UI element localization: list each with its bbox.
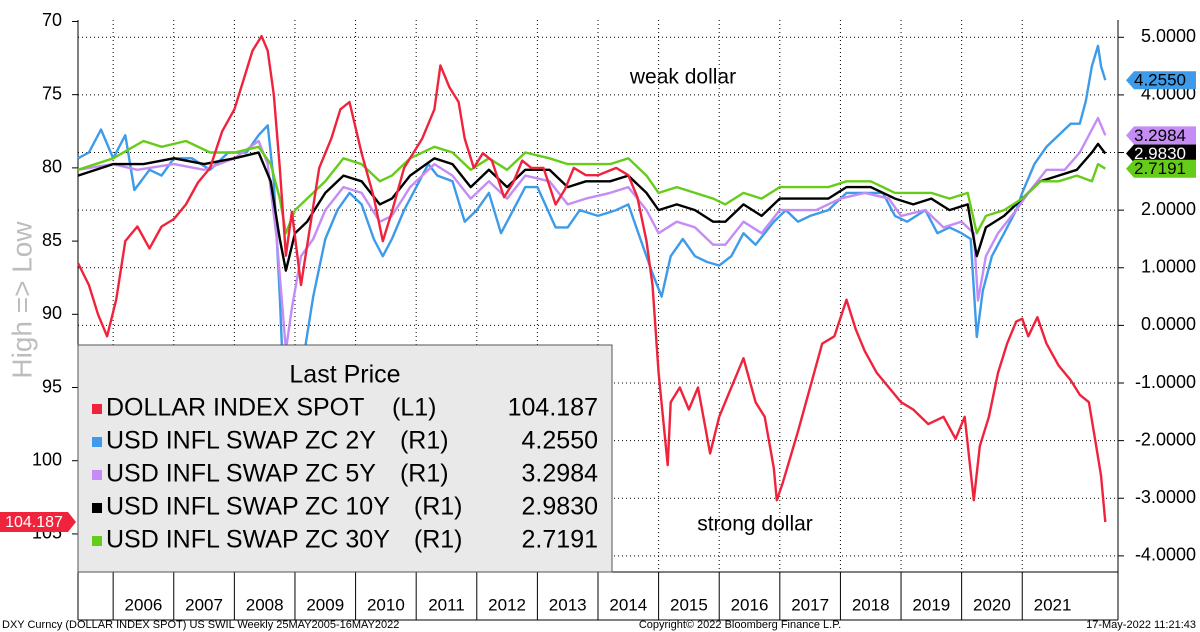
annotation: weak dollar xyxy=(629,66,736,89)
x-tick-label: 2015 xyxy=(670,595,708,614)
value-tag-label: 104.187 xyxy=(5,514,63,531)
legend-swatch xyxy=(92,404,102,414)
x-tick-label: 2010 xyxy=(367,595,405,614)
x-tick-label: 2013 xyxy=(549,595,587,614)
value-tag-label: 3.2984 xyxy=(1134,126,1186,145)
legend-value: 4.2550 xyxy=(522,427,598,455)
legend-axis: (R1) xyxy=(414,493,463,521)
value-tag xyxy=(0,512,76,533)
footer-left: DXY Curncy (DOLLAR INDEX SPOT) US SWIL W… xyxy=(2,619,399,631)
value-tag xyxy=(1126,71,1196,90)
x-tick-label: 2016 xyxy=(731,595,769,614)
value-tag xyxy=(1126,126,1196,145)
x-tick-label: 2007 xyxy=(185,595,223,614)
legend-swatch xyxy=(92,503,102,513)
legend-value: 2.9830 xyxy=(522,493,598,521)
footer-center: Copyright© 2022 Bloomberg Finance L.P. xyxy=(639,619,841,631)
legend-label: USD INFL SWAP ZC 30Y xyxy=(106,526,390,554)
x-tick-label: 2009 xyxy=(306,595,344,614)
legend-swatch xyxy=(92,536,102,546)
legend-value: 2.7191 xyxy=(522,526,598,554)
x-tick-label: 2019 xyxy=(912,595,950,614)
value-tag-label: 2.7191 xyxy=(1134,159,1186,178)
value-tag xyxy=(1126,144,1196,163)
legend-axis: (R1) xyxy=(414,526,463,554)
y2-tick-label: 1.0000 xyxy=(1141,257,1196,277)
y-axis-label: High => Low xyxy=(6,221,37,379)
legend-axis: (R1) xyxy=(400,460,449,488)
footer-right: 17-May-2022 11:21:43 xyxy=(1086,619,1196,631)
x-tick-label: 2018 xyxy=(852,595,890,614)
y-tick-label: 95 xyxy=(42,376,62,396)
legend-label: USD INFL SWAP ZC 10Y xyxy=(106,493,390,521)
y2-tick-label: -2.0000 xyxy=(1135,429,1196,449)
legend-axis: (R1) xyxy=(400,427,449,455)
legend-label: DOLLAR INDEX SPOT xyxy=(106,394,364,422)
y-tick-label: 90 xyxy=(42,303,62,323)
legend-title: Last Price xyxy=(289,361,400,389)
value-tag xyxy=(1126,159,1196,178)
series-line xyxy=(77,44,1107,527)
y-tick-label: 70 xyxy=(42,10,62,30)
x-tick-label: 2008 xyxy=(246,595,284,614)
y2-tick-label: -4.0000 xyxy=(1135,545,1196,565)
x-tick-label: 2021 xyxy=(1034,595,1072,614)
legend-label: USD INFL SWAP ZC 2Y xyxy=(106,427,376,455)
legend-swatch xyxy=(92,470,102,480)
y2-tick-label: 2.0000 xyxy=(1141,199,1196,219)
series-line xyxy=(76,34,1107,523)
x-tick-label: 2012 xyxy=(488,595,526,614)
annotation: strong dollar xyxy=(697,513,813,536)
x-tick-label: 2014 xyxy=(609,595,647,614)
y-tick-label: 100 xyxy=(32,449,62,469)
x-tick-label: 2020 xyxy=(973,595,1011,614)
legend-label: USD INFL SWAP ZC 5Y xyxy=(106,460,376,488)
y2-tick-label: -3.0000 xyxy=(1135,487,1196,507)
legend-swatch xyxy=(92,437,102,447)
x-tick-label: 2011 xyxy=(428,595,465,614)
x-tick-label: 2017 xyxy=(791,595,829,614)
legend-box xyxy=(77,344,613,573)
legend-axis: (L1) xyxy=(392,394,436,422)
value-tag-label: 4.2550 xyxy=(1134,71,1186,90)
y-tick-label: 80 xyxy=(42,157,62,177)
y2-tick-label: 5.0000 xyxy=(1141,26,1196,46)
legend-value: 104.187 xyxy=(508,394,598,422)
x-tick-label: 2006 xyxy=(125,595,163,614)
y2-tick-label: -1.0000 xyxy=(1135,372,1196,392)
legend-value: 3.2984 xyxy=(522,460,599,488)
y2-tick-label: 0.0000 xyxy=(1141,314,1196,334)
y-tick-label: 75 xyxy=(42,83,62,103)
value-tag-label: 2.9830 xyxy=(1134,144,1186,163)
y-tick-label: 85 xyxy=(42,230,62,250)
